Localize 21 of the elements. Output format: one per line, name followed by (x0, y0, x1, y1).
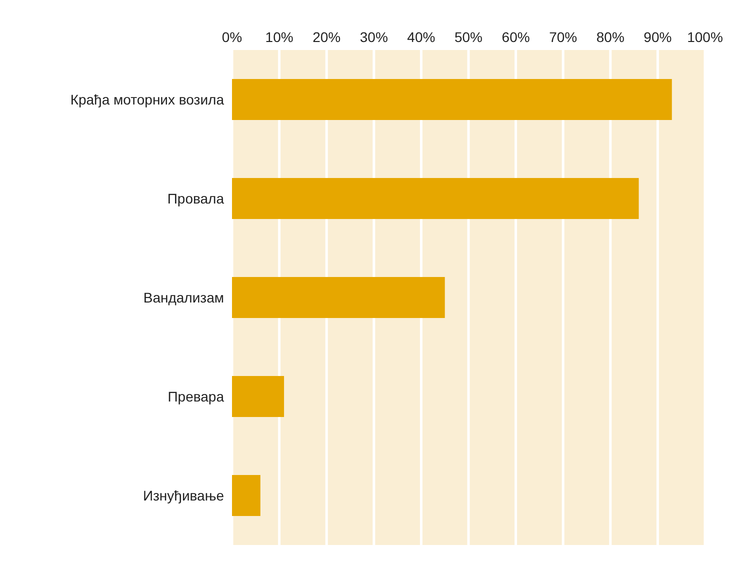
x-tick-label: 10% (265, 29, 294, 45)
x-tick-label: 90% (644, 29, 672, 45)
x-tick-label: 80% (596, 29, 624, 45)
x-tick-label: 100% (687, 29, 723, 45)
x-tick-label: 0% (222, 29, 242, 45)
x-tick-label: 40% (407, 29, 436, 45)
y-tick-label: Крађа моторних возила (70, 91, 224, 108)
bar (232, 475, 260, 516)
bar (232, 277, 445, 318)
y-tick-label: Превара (168, 388, 224, 404)
y-tick-label: Изнуђивање (142, 487, 224, 504)
bar (232, 376, 284, 417)
y-tick-label: Вандализам (143, 289, 224, 306)
bar (232, 79, 672, 120)
x-tick-label: 20% (312, 29, 341, 45)
x-tick-label: 60% (502, 29, 530, 45)
bar (232, 178, 639, 219)
x-tick-label: 30% (360, 29, 388, 45)
x-tick-label: 50% (454, 29, 483, 45)
x-tick-label: 70% (549, 29, 578, 45)
y-tick-label: Провала (167, 190, 224, 206)
